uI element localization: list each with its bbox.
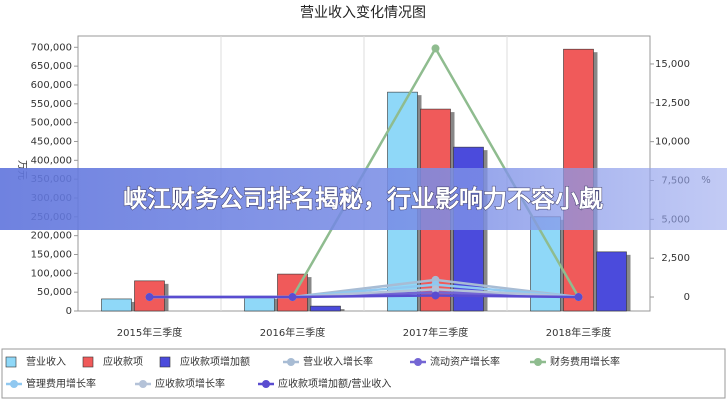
y-tick-label: 600,000 [31,80,72,91]
x-tick-label: 2017年三季度 [403,326,468,339]
legend-label: 财务费用增长率 [550,355,620,368]
y2-tick-label: 0 [684,292,690,303]
legend-box [1,348,726,399]
y-tick-label: 500,000 [31,118,72,129]
legend-label: 管理费用增长率 [26,377,96,390]
legend-marker [139,380,147,388]
y-tick-label: 50,000 [37,287,72,298]
line-marker [574,293,583,302]
legend-swatch [159,356,171,368]
line-marker [145,293,154,302]
banner [0,168,727,230]
y-tick-label: 400,000 [31,155,72,166]
legend-swatch [5,356,17,368]
y2-tick-label: 15,000 [655,59,690,70]
bar [596,251,627,312]
banner-text: 峡江财务公司排名揭秘，行业影响力不容小觑 [123,185,603,213]
chart-title: 营业收入变化情况图 [300,5,426,21]
legend-marker [534,358,542,366]
y-tick-label: 550,000 [31,99,72,110]
line-marker [431,291,440,300]
legend-label: 应收款项增长率 [155,377,225,390]
line-marker [431,285,440,294]
line-marker [288,293,297,302]
legend-marker [262,380,270,388]
bar [310,305,341,312]
x-tick-label: 2018年三季度 [546,326,611,339]
legend-marker [414,358,422,366]
y-tick-label: 650,000 [31,61,72,72]
line [149,294,579,299]
legend-label: 营业收入 [26,355,66,368]
y2-tick-label: 10,000 [655,137,690,148]
line-marker [431,44,440,53]
legend-marker [10,380,18,388]
legend-swatch [82,356,94,368]
y-tick-label: 450,000 [31,136,72,147]
legend-marker [287,358,295,366]
legend-label: 应收款项 [103,355,143,368]
y-tick-label: 150,000 [31,249,72,260]
bar [101,298,132,312]
y2-tick-label: 12,500 [655,98,690,109]
x-tick-label: 2016年三季度 [260,326,325,339]
legend-label: 应收款项增加额/营业收入 [278,377,391,390]
y-tick-label: 200,000 [31,231,72,242]
y-tick-label: 700,000 [31,42,72,53]
y2-tick-label: 2,500 [661,253,690,264]
legend-label: 营业收入增长率 [303,355,373,368]
y-tick-label: 100,000 [31,268,72,279]
x-tick-label: 2015年三季度 [117,326,182,339]
y-tick-label: 0 [66,306,72,317]
legend-label: 应收款项增加额 [180,355,250,368]
legend-label: 流动资产增长率 [430,355,500,368]
